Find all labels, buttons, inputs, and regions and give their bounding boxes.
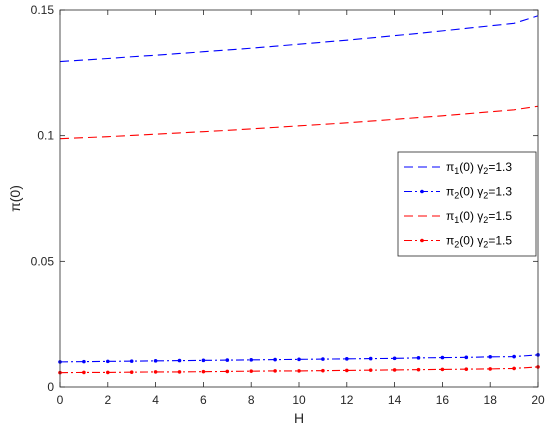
data-point (177, 370, 182, 374)
legend-text-part: π (446, 234, 454, 248)
y-tick-label: 0.05 (31, 254, 55, 268)
data-point (488, 367, 493, 371)
y-axis-ticks: 0 0.05 0.1 0.15 (31, 3, 538, 394)
data-point (512, 366, 516, 371)
legend-subscript: 2 (483, 191, 488, 201)
y-tick-label: 0.15 (31, 3, 55, 17)
legend-marker (420, 189, 424, 194)
legend-text-part: (0) γ (459, 160, 483, 174)
data-point (464, 355, 469, 360)
x-tick-label: 6 (200, 393, 207, 407)
series-3 (59, 105, 539, 140)
data-point (225, 358, 230, 362)
legend-item: π1(0) γ2=1.3 (404, 160, 512, 176)
series-2 (58, 353, 540, 364)
data-point (392, 368, 397, 372)
series-layer (58, 15, 540, 375)
legend-item: π2(0) γ2=1.5 (404, 234, 512, 250)
x-tick-label: 2 (104, 393, 111, 407)
x-tick-label: 20 (531, 393, 545, 407)
data-point (416, 356, 421, 360)
data-point (201, 369, 206, 374)
data-point (297, 369, 301, 373)
series-line (59, 105, 539, 140)
data-point (106, 359, 110, 364)
legend-subscript: 1 (454, 166, 459, 176)
legend-text-part: (0) γ (459, 185, 483, 199)
data-point (368, 368, 373, 372)
data-point (249, 358, 253, 362)
data-point (321, 368, 325, 373)
data-point (297, 357, 301, 362)
data-point (345, 357, 349, 361)
legend-text-part: =1.3 (488, 185, 512, 199)
data-point (153, 359, 158, 363)
data-point (368, 356, 373, 361)
data-point (345, 368, 349, 373)
data-point (249, 369, 253, 373)
x-tick-label: 10 (292, 393, 306, 407)
legend-text-part: =1.5 (488, 209, 512, 223)
data-point (225, 369, 230, 374)
legend-text-part: π (446, 209, 454, 223)
legend-subscript: 2 (483, 240, 488, 250)
legend-box (397, 151, 537, 257)
x-tick-label: 4 (152, 393, 159, 407)
data-point (488, 355, 493, 359)
x-axis-ticks: 0 2 4 6 8 10 12 14 16 18 20 (57, 10, 545, 407)
legend-marker (420, 238, 424, 243)
legend-label: π1(0) γ2=1.5 (446, 209, 512, 225)
data-point (129, 370, 134, 374)
legend-subscript: 1 (454, 215, 459, 225)
x-tick-label: 16 (436, 393, 450, 407)
x-tick-label: 18 (484, 393, 498, 407)
data-point (201, 358, 206, 363)
data-point (416, 367, 421, 372)
legend: π1(0) γ2=1.3π2(0) γ2=1.3π1(0) γ2=1.5π2(0… (397, 151, 537, 257)
legend-label: π2(0) γ2=1.3 (446, 185, 512, 201)
data-point (273, 369, 277, 373)
data-point (106, 370, 110, 375)
data-point (129, 359, 134, 363)
data-point (177, 358, 182, 363)
x-tick-label: 0 (57, 393, 64, 407)
series-1 (59, 15, 539, 63)
legend-subscript: 2 (454, 191, 459, 201)
legend-subscript: 2 (483, 166, 488, 176)
x-tick-label: 14 (388, 393, 402, 407)
legend-text-part: =1.3 (488, 160, 512, 174)
data-point (153, 370, 158, 374)
data-point (392, 356, 397, 361)
legend-text-part: (0) γ (459, 234, 483, 248)
data-point (321, 357, 325, 361)
data-point (82, 370, 86, 375)
data-point (82, 359, 86, 364)
legend-text-part: π (446, 185, 454, 199)
y-tick-label: 0.1 (37, 129, 54, 143)
legend-item: π1(0) γ2=1.5 (404, 209, 512, 225)
y-tick-label: 0 (47, 380, 54, 394)
data-point (464, 367, 469, 371)
series-4 (58, 365, 540, 375)
legend-item: π2(0) γ2=1.3 (404, 185, 512, 201)
legend-subscript: 2 (454, 240, 459, 250)
data-point (440, 367, 445, 372)
x-axis-label: H (294, 410, 304, 426)
series-line (59, 15, 539, 63)
y-axis-label: π(0) (7, 185, 23, 212)
data-point (273, 357, 277, 362)
data-point (440, 355, 445, 360)
legend-text-part: (0) γ (459, 209, 483, 223)
legend-text-part: =1.5 (488, 234, 512, 248)
legend-subscript: 2 (483, 215, 488, 225)
x-tick-label: 8 (248, 393, 255, 407)
data-point (512, 354, 516, 359)
legend-text-part: π (446, 160, 454, 174)
legend-label: π1(0) γ2=1.3 (446, 160, 512, 176)
legend-label: π2(0) γ2=1.5 (446, 234, 512, 250)
x-tick-label: 12 (340, 393, 354, 407)
